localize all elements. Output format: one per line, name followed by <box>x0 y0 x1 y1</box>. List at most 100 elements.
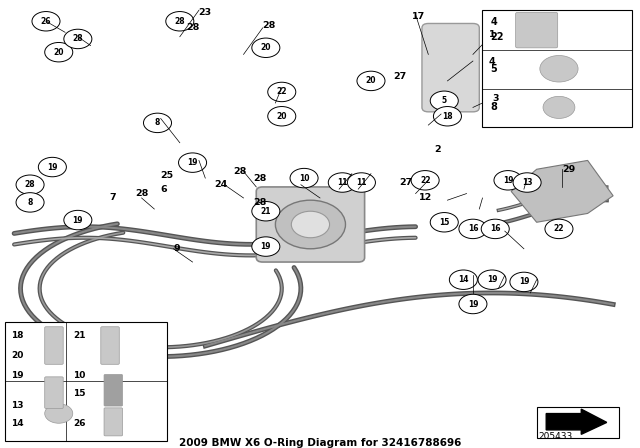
Circle shape <box>545 219 573 239</box>
Circle shape <box>45 404 73 423</box>
Text: 14: 14 <box>11 418 24 427</box>
FancyBboxPatch shape <box>104 408 122 436</box>
Circle shape <box>328 173 356 192</box>
Text: 22: 22 <box>490 32 504 42</box>
Text: 14: 14 <box>458 275 468 284</box>
Text: 13: 13 <box>522 178 532 187</box>
Circle shape <box>459 294 487 314</box>
Text: 16: 16 <box>490 224 500 233</box>
Circle shape <box>16 175 44 194</box>
Text: 21: 21 <box>260 207 271 216</box>
FancyBboxPatch shape <box>45 327 63 364</box>
Text: 22: 22 <box>276 87 287 96</box>
FancyBboxPatch shape <box>516 13 557 48</box>
Text: 19: 19 <box>518 277 529 286</box>
Polygon shape <box>511 160 613 222</box>
Circle shape <box>179 153 207 172</box>
Circle shape <box>513 173 541 192</box>
Text: 20: 20 <box>276 112 287 121</box>
Circle shape <box>252 38 280 57</box>
Circle shape <box>290 168 318 188</box>
Text: 28: 28 <box>25 180 35 189</box>
Circle shape <box>166 12 194 31</box>
Text: 5: 5 <box>442 96 447 105</box>
FancyBboxPatch shape <box>45 377 63 409</box>
Text: 24: 24 <box>214 180 228 189</box>
Text: 27: 27 <box>399 178 413 187</box>
Circle shape <box>16 193 44 212</box>
Circle shape <box>478 270 506 289</box>
Circle shape <box>543 96 575 118</box>
Text: 28: 28 <box>72 34 83 43</box>
Text: 2: 2 <box>435 145 441 154</box>
Circle shape <box>275 200 346 249</box>
Circle shape <box>449 270 477 289</box>
Text: 26: 26 <box>73 418 85 427</box>
Bar <box>4 322 167 441</box>
Circle shape <box>357 71 385 90</box>
Text: 20: 20 <box>365 77 376 86</box>
Text: 20: 20 <box>260 43 271 52</box>
Text: 4: 4 <box>489 57 495 66</box>
Text: 25: 25 <box>161 172 173 181</box>
Text: 19: 19 <box>487 275 497 284</box>
Polygon shape <box>546 409 607 434</box>
Text: 12: 12 <box>419 194 432 202</box>
Text: 28: 28 <box>135 189 148 198</box>
Circle shape <box>252 202 280 221</box>
Text: 10: 10 <box>73 371 85 380</box>
Text: 11: 11 <box>356 178 367 187</box>
FancyBboxPatch shape <box>256 187 365 262</box>
Text: 18: 18 <box>442 112 452 121</box>
Text: 8: 8 <box>490 103 497 112</box>
Bar <box>537 407 620 438</box>
Text: 19: 19 <box>47 163 58 172</box>
Text: 19: 19 <box>72 215 83 224</box>
Text: 8: 8 <box>28 198 33 207</box>
Circle shape <box>540 56 578 82</box>
Circle shape <box>510 272 538 292</box>
Text: 28: 28 <box>253 198 266 207</box>
Text: 28: 28 <box>253 173 266 183</box>
Text: 15: 15 <box>439 218 449 227</box>
Text: 205433: 205433 <box>539 432 573 441</box>
Text: 19: 19 <box>260 242 271 251</box>
Text: 20: 20 <box>54 47 64 57</box>
Text: 27: 27 <box>393 72 406 81</box>
Circle shape <box>494 171 522 190</box>
Text: 17: 17 <box>412 13 426 22</box>
Text: 19: 19 <box>503 176 513 185</box>
Text: 13: 13 <box>11 401 24 409</box>
Text: 6: 6 <box>161 185 167 194</box>
Text: 10: 10 <box>299 173 309 183</box>
Text: 22: 22 <box>420 176 430 185</box>
Text: 2009 BMW X6 O-Ring Diagram for 32416788696: 2009 BMW X6 O-Ring Diagram for 324167886… <box>179 438 461 448</box>
Circle shape <box>268 107 296 126</box>
Text: 28: 28 <box>186 23 199 32</box>
Circle shape <box>45 43 73 62</box>
Text: 26: 26 <box>41 17 51 26</box>
Text: 28: 28 <box>175 17 185 26</box>
Text: 11: 11 <box>337 178 348 187</box>
Circle shape <box>481 219 509 239</box>
Circle shape <box>430 91 458 111</box>
Bar <box>483 10 632 127</box>
Text: 21: 21 <box>73 332 85 340</box>
Text: 15: 15 <box>73 389 85 398</box>
Text: 29: 29 <box>562 165 575 174</box>
Text: 18: 18 <box>11 332 24 340</box>
Text: 19: 19 <box>468 300 478 309</box>
Text: 20: 20 <box>11 351 23 360</box>
Text: 1: 1 <box>489 30 495 39</box>
Circle shape <box>411 171 439 190</box>
Circle shape <box>38 157 67 177</box>
Text: 5: 5 <box>490 64 497 74</box>
Circle shape <box>291 211 330 238</box>
Circle shape <box>348 173 376 192</box>
Text: 19: 19 <box>11 371 24 380</box>
Text: 28: 28 <box>234 167 247 176</box>
Text: 3: 3 <box>492 94 499 103</box>
Circle shape <box>459 219 487 239</box>
FancyBboxPatch shape <box>104 375 122 406</box>
Circle shape <box>32 12 60 31</box>
